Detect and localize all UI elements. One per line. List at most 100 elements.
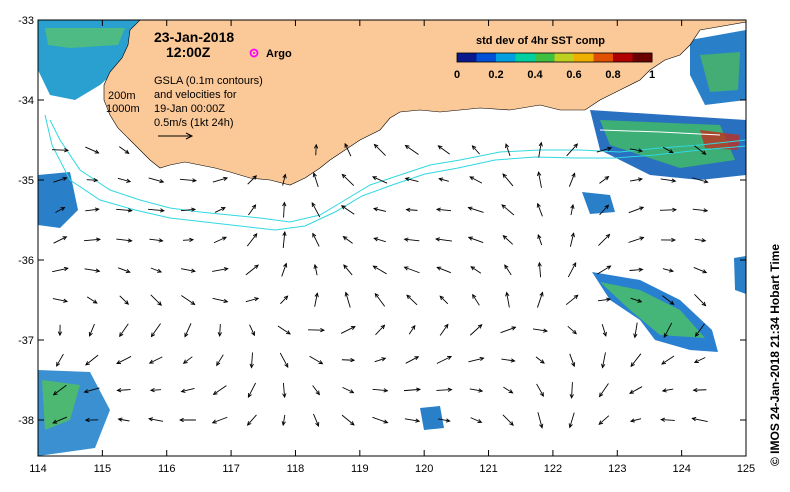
velocity-arrow xyxy=(662,295,674,305)
velocity-arrow xyxy=(505,143,511,157)
velocity-arrow xyxy=(571,382,573,398)
velocity-arrow xyxy=(52,298,68,302)
velocity-arrow xyxy=(345,292,351,308)
velocity-arrow xyxy=(341,174,355,186)
velocity-arrow xyxy=(469,176,483,184)
velocity-arrow-head xyxy=(606,297,612,302)
velocity-arrow-head xyxy=(117,417,123,422)
velocity-arrow-head xyxy=(282,393,287,399)
velocity-arrow-head xyxy=(639,206,645,211)
velocity-arrow-head xyxy=(703,208,709,213)
velocity-arrow-head xyxy=(701,301,707,307)
velocity-arrow-head xyxy=(88,331,93,337)
velocity-arrow-head xyxy=(471,145,477,150)
velocity-arrow xyxy=(569,353,575,367)
velocity-arrow-head xyxy=(93,177,99,183)
velocity-arrow xyxy=(344,143,352,157)
velocity-arrow xyxy=(314,293,318,307)
velocity-arrow xyxy=(53,177,67,183)
velocity-arrow xyxy=(373,265,387,275)
velocity-arrow-head xyxy=(84,417,90,423)
velocity-arrow xyxy=(182,239,194,241)
velocity-arrow-head xyxy=(504,264,509,270)
plot-frame xyxy=(37,19,747,457)
lon-tick-label: 115 xyxy=(94,463,112,475)
velocity-arrow-head xyxy=(374,292,380,298)
velocity-arrow-head xyxy=(701,238,707,243)
velocity-arrow xyxy=(52,416,68,424)
velocity-arrow-head xyxy=(472,293,477,299)
velocity-arrow xyxy=(404,418,420,422)
velocity-arrow-head xyxy=(148,359,154,364)
velocity-arrow-head xyxy=(373,143,379,149)
velocity-arrow-head xyxy=(223,176,229,181)
velocity-arrow-head xyxy=(350,326,356,331)
velocity-arrow xyxy=(502,235,514,245)
velocity-arrow xyxy=(214,207,226,213)
velocity-arrow xyxy=(116,238,132,242)
contour-1000m xyxy=(44,114,747,231)
velocity-arrow-head xyxy=(479,356,485,362)
velocity-arrow-head xyxy=(571,172,576,178)
velocity-arrow-head xyxy=(52,391,58,396)
velocity-arrow-head xyxy=(246,421,252,426)
velocity-arrow-head xyxy=(447,387,453,392)
velocity-arrow-head xyxy=(668,268,674,273)
velocity-arrow-head xyxy=(191,207,197,212)
velocity-arrow xyxy=(247,175,257,185)
colorbar-ticks: 0 0.2 0.4 0.6 0.8 1 xyxy=(454,69,655,81)
velocity-arrow xyxy=(598,415,610,425)
velocity-arrow xyxy=(693,267,707,273)
velocity-arrow xyxy=(312,233,320,247)
colorbar-segment xyxy=(457,53,477,62)
velocity-arrow xyxy=(374,357,386,363)
velocity-arrow-head xyxy=(629,418,635,423)
velocity-arrows xyxy=(52,141,709,429)
velocity-arrow-head xyxy=(404,177,410,182)
velocity-arrow-head xyxy=(383,388,389,393)
velocity-arrow-head xyxy=(638,267,644,272)
velocity-arrow xyxy=(116,208,132,212)
velocity-arrow-head xyxy=(62,176,68,181)
gsla-line-1: GSLA (0.1m contours) xyxy=(154,75,263,87)
colorbar-tick-label: 1 xyxy=(649,69,655,81)
velocity-arrow xyxy=(501,358,515,362)
velocity-arrow xyxy=(599,383,609,397)
velocity-arrow-head xyxy=(604,175,610,181)
velocity-arrow xyxy=(280,295,288,305)
velocity-arrow xyxy=(247,414,257,426)
velocity-arrow xyxy=(85,354,99,366)
lon-tick-label: 125 xyxy=(737,463,755,475)
credit-strip: © IMOS 24-Jan-2018 21:34 Hobart Time xyxy=(768,244,782,466)
velocity-arrow-head xyxy=(671,237,676,243)
velocity-arrow-head xyxy=(692,387,698,393)
velocity-arrow xyxy=(216,354,224,366)
velocity-arrow-head xyxy=(179,417,184,423)
velocity-arrow xyxy=(85,208,99,212)
velocity-arrow-head xyxy=(60,207,66,212)
velocity-arrow xyxy=(502,173,514,187)
velocity-arrow-head xyxy=(381,357,387,362)
velocity-arrow xyxy=(84,268,100,272)
velocity-arrow xyxy=(470,417,482,423)
velocity-arrow xyxy=(86,179,98,181)
sst-patch-west xyxy=(38,172,78,228)
velocity-arrow-head xyxy=(437,145,443,150)
velocity-arrow xyxy=(405,145,419,155)
velocity-arrow xyxy=(313,413,319,427)
lon-tick-label: 122 xyxy=(544,463,562,475)
velocity-arrow xyxy=(694,145,706,155)
gsla-line-2: and velocities for xyxy=(154,89,237,101)
velocity-arrow-head xyxy=(469,176,475,181)
velocity-arrow-head xyxy=(125,269,131,274)
velocity-arrow xyxy=(247,382,257,398)
velocity-arrow xyxy=(85,146,99,154)
lon-tick-label: 114 xyxy=(29,463,47,475)
lon-tick-label: 116 xyxy=(158,463,176,475)
velocity-arrow xyxy=(439,295,449,305)
velocity-arrow-head xyxy=(349,421,355,426)
velocity-arrow-head xyxy=(477,419,483,423)
velocity-arrow xyxy=(342,386,354,394)
velocity-arrow-head xyxy=(124,149,130,154)
velocity-arrow xyxy=(692,417,708,423)
